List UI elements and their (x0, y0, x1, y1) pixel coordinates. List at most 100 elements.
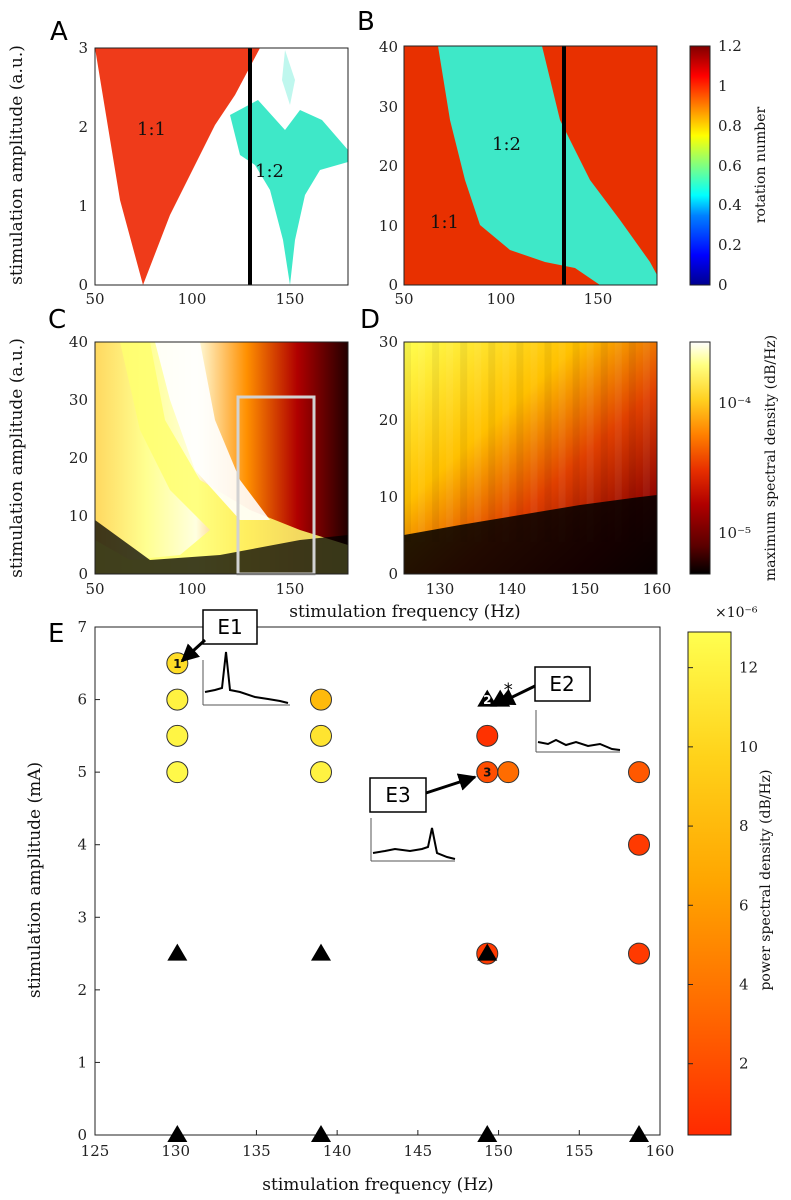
psd-circle-point (628, 942, 651, 965)
triangle-point (477, 1125, 498, 1142)
d-ytick-10: 10 (379, 488, 398, 506)
numbered-point-label: 3 (483, 766, 491, 780)
panel-d: 130 140 150 160 0 10 20 30 stimulation f… (289, 333, 779, 622)
triangle-point (311, 1125, 331, 1142)
psd-colorbar-label: maximum spectral density (dB/Hz) (763, 335, 779, 581)
panel-d-stripes (404, 342, 650, 542)
frequency-marker-b (562, 46, 566, 285)
e-cb-tick-label: 8 (739, 817, 749, 835)
e-cb-tick-label: 4 (739, 975, 749, 993)
region-white-c (155, 342, 270, 520)
ylabel-e: stimulation amplitude (mA) (25, 762, 45, 998)
e-ytick-label: 5 (77, 763, 87, 781)
c-ytick-0: 0 (78, 565, 88, 583)
region-1-2-b (438, 46, 657, 285)
region-label-b-1-1: 1:1 (430, 212, 459, 233)
xlabel-e: stimulation frequency (Hz) (262, 1175, 493, 1195)
rot-tick-0-4: 0.4 (718, 196, 742, 214)
psd-colorbar (689, 341, 711, 575)
e-colorbar-label: power spectral density (dB/Hz) (758, 769, 774, 990)
region-bright-c (95, 342, 348, 574)
callout-e1-label: E1 (217, 615, 242, 639)
d-ytick-30: 30 (379, 333, 398, 351)
d-stripe (572, 342, 580, 542)
numbered-point-label: 1 (173, 657, 181, 671)
a-xtick-150: 150 (276, 290, 305, 308)
d-stripe (502, 342, 510, 542)
panel-c-frame (94, 341, 349, 575)
b-xtick-150: 150 (584, 290, 613, 308)
triangle-point (167, 1125, 188, 1142)
d-stripe (530, 342, 538, 542)
d-xtick-130: 130 (426, 580, 455, 598)
a-xtick-100: 100 (178, 290, 207, 308)
d-stripe (418, 342, 426, 542)
e-ytick-label: 2 (77, 981, 87, 999)
callout-e1: E1 (180, 609, 258, 663)
inset-e3 (370, 818, 456, 862)
e-ytick-label: 7 (77, 618, 87, 636)
triangle-point (311, 943, 331, 961)
psd-circle-point (310, 688, 332, 711)
panel-e-ticks: 125 130 135 140 145 150 155 160 0 1 2 3 4 5 6 7 (77, 618, 674, 1160)
c-ytick-20: 20 (69, 449, 88, 467)
callout-e2-label: E2 (549, 672, 574, 696)
triangle-point (477, 689, 498, 707)
panel-label-b: B (357, 7, 375, 37)
psd-circle-point (310, 761, 332, 784)
e-cb-tick-label: 12 (739, 659, 758, 677)
d-stripe (600, 342, 608, 542)
d-stripe (544, 342, 552, 542)
psd-circle-point (166, 724, 189, 747)
d-xtick-140: 140 (498, 580, 527, 598)
inset-e1 (202, 651, 290, 706)
rot-tick-1: 1 (718, 77, 728, 95)
d-stripe (474, 342, 482, 542)
e-cb-tick-label: 2 (739, 1055, 749, 1073)
d-stripe (446, 342, 454, 542)
xlabel-d: stimulation frequency (Hz) (289, 602, 520, 622)
panel-label-d: D (360, 305, 380, 335)
e-colorbar-exponent: ×10⁻⁶ (715, 605, 758, 621)
region-1-2-a (230, 100, 348, 285)
d-ytick-20: 20 (379, 411, 398, 429)
d-stripe (586, 342, 594, 542)
a-xtick-50: 50 (85, 290, 104, 308)
d-stripe (488, 342, 496, 542)
psd-circle-point (476, 724, 499, 747)
panel-e-frame (94, 626, 661, 1136)
ylabel-c: stimulation amplitude (a.u.) (7, 338, 27, 578)
c-xtick-100: 100 (178, 580, 207, 598)
e-xtick-label: 150 (484, 1142, 513, 1160)
callout-e3-label: E3 (385, 783, 410, 807)
psd-circle-point (628, 761, 651, 784)
panel-b-frame (403, 45, 658, 286)
e-xtick-label: 135 (242, 1142, 271, 1160)
panel-label-e: E (48, 619, 64, 649)
region-1-1-a (95, 48, 260, 285)
d-stripe (642, 342, 650, 542)
b-ytick-40: 40 (379, 38, 398, 56)
panel-label-c: C (48, 305, 66, 335)
rot-tick-0: 0 (718, 276, 728, 294)
d-ytick-0: 0 (388, 565, 398, 583)
panel-c: 50 100 150 0 10 20 30 40 stimulation amp… (7, 333, 349, 598)
e-cb-tick-label: 6 (739, 896, 749, 914)
d-stripe (614, 342, 622, 542)
a-ytick-0: 0 (78, 276, 88, 294)
c-ytick-40: 40 (69, 333, 88, 351)
panel-e-marks: 123* (166, 652, 651, 1142)
panel-a-frame (94, 47, 349, 286)
psd-circle-point (310, 724, 332, 747)
e-xtick-label: 125 (81, 1142, 110, 1160)
e-xtick-label: 155 (565, 1142, 594, 1160)
d-stripe (628, 342, 636, 542)
d-stripe (404, 342, 411, 542)
rot-tick-0-8: 0.8 (718, 117, 742, 135)
e-ytick-label: 4 (77, 836, 87, 854)
c-xtick-150: 150 (276, 580, 305, 598)
d-xtick-160: 160 (643, 580, 672, 598)
psd-tick-1e-5: 10⁻⁵ (718, 524, 751, 542)
